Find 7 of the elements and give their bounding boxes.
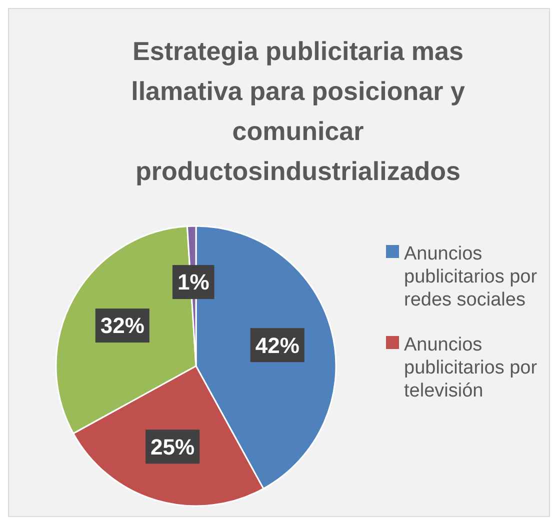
data-label: 32% xyxy=(100,313,144,338)
data-label: 1% xyxy=(177,270,210,295)
legend-label: Anuncios publicitarios por redes sociales xyxy=(404,244,538,311)
data-label: 42% xyxy=(255,332,300,358)
data-label: 25% xyxy=(150,434,195,460)
chart-title: Estrategia publicitaria mas llamativa para posicionar y comunicar productosindustrializados xyxy=(131,36,466,186)
legend-label: Anuncios publicitarios por televisión xyxy=(404,334,538,402)
